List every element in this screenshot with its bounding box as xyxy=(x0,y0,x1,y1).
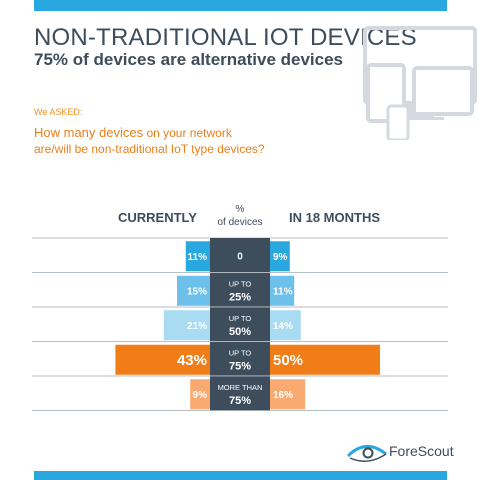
forescout-eye-icon xyxy=(346,445,387,462)
top-accent-bar xyxy=(34,0,447,11)
category-label-value: 25% xyxy=(229,292,251,304)
in-18-months-heading: IN 18 MONTHS xyxy=(289,210,381,225)
label-in-18-months: 16% xyxy=(273,390,293,401)
bottom-accent-bar xyxy=(34,471,447,480)
center-category-cell xyxy=(210,272,270,307)
bar-in-18-months xyxy=(270,310,301,341)
page-subtitle: 75% of devices are alternative devices xyxy=(34,50,344,69)
category-label-qualifier: UP TO xyxy=(229,314,252,323)
asked-label: We ASKED: xyxy=(34,107,83,117)
category-label: 0 xyxy=(237,251,243,262)
bar-currently xyxy=(190,379,210,410)
bar-in-18-months xyxy=(270,344,380,375)
center-heading-text: of devices xyxy=(217,217,262,228)
question-line1: on your network xyxy=(143,126,232,140)
label-currently: 11% xyxy=(188,252,208,263)
bar-in-18-months xyxy=(270,379,306,410)
question-line2: are/will be non-traditional IoT type dev… xyxy=(34,142,265,156)
label-in-18-months: 50% xyxy=(273,352,303,369)
center-category-cell xyxy=(210,307,270,342)
center-category-cell xyxy=(210,238,270,273)
category-label-value: 75% xyxy=(229,395,251,407)
brand-name: ForeScout xyxy=(389,443,454,459)
bar-currently xyxy=(115,344,210,375)
center-header-bg xyxy=(210,200,270,238)
bar-currently xyxy=(163,310,210,341)
label-in-18-months: 14% xyxy=(273,321,293,332)
page-title: NON-TRADITIONAL IOT DEVICES xyxy=(34,24,417,51)
category-label-qualifier: MORE THAN xyxy=(218,383,263,392)
label-currently: 21% xyxy=(187,321,207,332)
bar-currently xyxy=(185,241,210,272)
category-label-value: 50% xyxy=(229,326,251,338)
currently-heading: CURRENTLY xyxy=(118,210,197,225)
label-in-18-months: 9% xyxy=(273,252,288,263)
label-currently: 43% xyxy=(177,352,207,369)
category-label-qualifier: UP TO xyxy=(229,280,252,289)
bar-in-18-months xyxy=(270,241,290,272)
devices-illustration-icon xyxy=(363,26,477,140)
center-category-cell xyxy=(210,376,270,411)
bar-in-18-months xyxy=(270,275,295,306)
label-currently: 15% xyxy=(187,286,207,297)
category-label-qualifier: UP TO xyxy=(229,349,252,358)
label-currently: 9% xyxy=(193,390,208,401)
category-label-value: 75% xyxy=(229,361,251,373)
label-in-18-months: 11% xyxy=(273,286,293,297)
survey-question: How many devices on your network are/wil… xyxy=(34,125,294,157)
question-emphasis: How many devices xyxy=(34,125,144,140)
center-heading-text: % xyxy=(236,204,245,215)
center-category-cell xyxy=(210,341,270,376)
bar-currently xyxy=(177,275,210,306)
